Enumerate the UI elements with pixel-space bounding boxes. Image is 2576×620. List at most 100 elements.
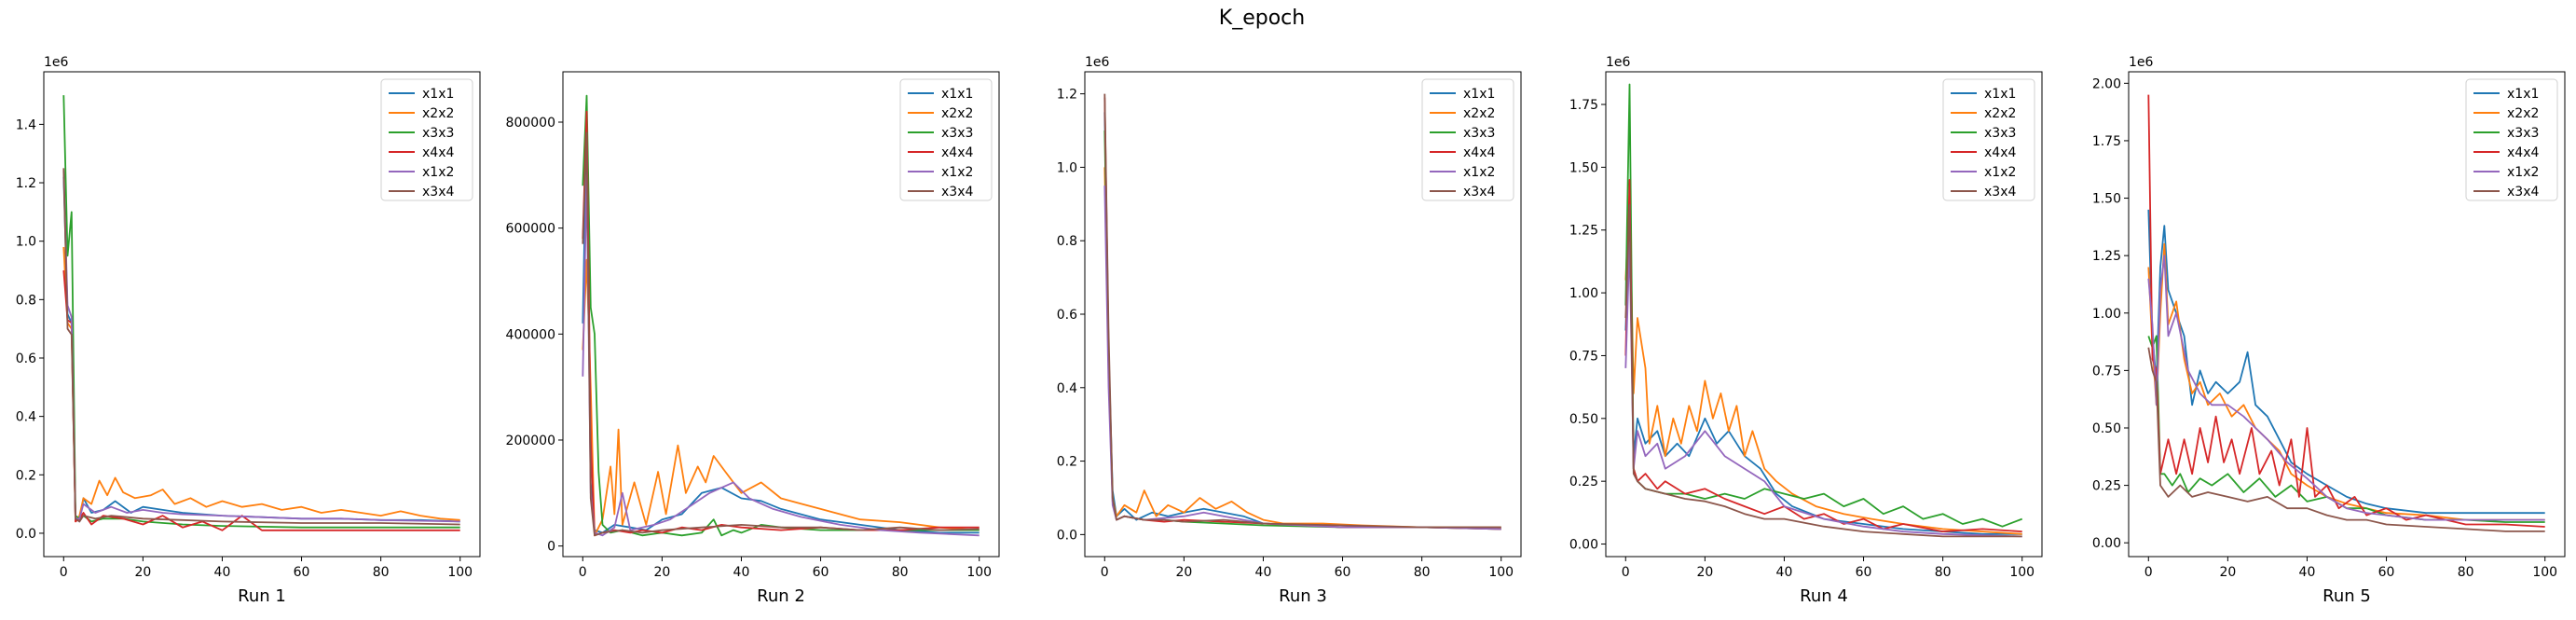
- x-tick-label: 100: [2532, 565, 2557, 580]
- y-tick-label: 0.25: [2092, 479, 2121, 494]
- series-line-x1x1: [2147, 209, 2545, 515]
- axes-frame: [43, 71, 481, 558]
- y-tick-label: 0.0: [16, 527, 36, 542]
- y-tick-label: 0.25: [1569, 475, 1598, 489]
- legend-label-x3x3: x3x3: [2507, 126, 2539, 141]
- y-tick-label: 0: [547, 540, 555, 555]
- subplot-panels: 0 20 40 60 80 100 0.0 0.2 0.4 0.6 0.8 1.0 1.2 1.4 1e6 R…: [16, 55, 2566, 606]
- series-line-x4x4: [1624, 179, 2022, 532]
- x-tick-label: 60: [2378, 565, 2395, 580]
- x-axis-label: Run 4: [1800, 586, 1848, 606]
- legend-box: [899, 78, 993, 201]
- x-tick-label: 60: [1335, 565, 1351, 580]
- legend-label-x1x2: x1x2: [1463, 165, 1495, 180]
- x-tick-label: 100: [447, 565, 473, 580]
- y-tick-label: 0.6: [16, 351, 36, 366]
- axes-frame: [562, 71, 1000, 558]
- y-tick-label: 1.0: [16, 235, 36, 250]
- y-tick-label: 0.2: [1057, 455, 1077, 470]
- y-tick-label: 400000: [506, 327, 555, 342]
- legend-label-x4x4: x4x4: [1984, 145, 2016, 160]
- series-line-x1x1: [1624, 216, 2022, 535]
- x-axis-label: Run 2: [757, 586, 805, 606]
- x-tick-label: 40: [2299, 565, 2316, 580]
- y-tick-label: 0.75: [1569, 349, 1598, 364]
- y-tick-label: 1.50: [2092, 192, 2121, 207]
- y-tick-label: 2.00: [2092, 76, 2121, 91]
- legend-label-x3x3: x3x3: [422, 126, 454, 141]
- y-tick-label: 0.50: [2092, 421, 2121, 436]
- y-offset-multiplier: 1e6: [1606, 55, 1631, 70]
- legend-label-x1x2: x1x2: [422, 165, 454, 180]
- legend-label-x3x4: x3x4: [422, 185, 454, 200]
- y-tick-label: 1.00: [1569, 286, 1598, 301]
- legend: x1x1 x2x2 x3x3 x4x4 x1x2 x3x4: [1421, 78, 1514, 201]
- y-tick-label: 1.00: [2092, 307, 2121, 322]
- series-line-x1x1: [582, 121, 980, 534]
- series-line-x3x4: [2147, 347, 2545, 532]
- y-tick-label: 800000: [506, 116, 555, 131]
- subplot-1: 0 20 40 60 80 100 0.0 0.2 0.4 0.6 0.8 1.0 1.2 1.4 1e6 R…: [16, 55, 481, 606]
- y-tick-label: 200000: [506, 434, 555, 448]
- figure-suptitle: K_epoch: [1219, 7, 1305, 30]
- x-axis-label: Run 1: [238, 586, 286, 606]
- series-group: [62, 95, 460, 531]
- legend-box: [1421, 78, 1514, 201]
- legend-box: [2465, 78, 2558, 201]
- y-tick-label: 1.50: [1569, 160, 1598, 175]
- legend-label-x2x2: x2x2: [422, 106, 454, 121]
- series-group: [1103, 93, 1501, 530]
- x-tick-label: 0: [1622, 565, 1630, 580]
- legend-label-x1x1: x1x1: [2507, 87, 2539, 102]
- legend: x1x1 x2x2 x3x3 x4x4 x1x2 x3x4: [2465, 78, 2558, 201]
- y-tick-label: 0.00: [2092, 536, 2121, 551]
- series-line-x2x2: [2147, 242, 2545, 521]
- series-line-x1x2: [582, 173, 980, 537]
- series-line-x4x4: [2147, 94, 2545, 528]
- legend-label-x4x4: x4x4: [422, 145, 454, 160]
- y-tick-label: 1.75: [1569, 98, 1598, 113]
- x-tick-label: 20: [1696, 565, 1713, 580]
- x-tick-label: 80: [1935, 565, 1952, 580]
- legend-label-x2x2: x2x2: [1984, 106, 2016, 121]
- y-tick-label: 0.75: [2092, 364, 2121, 379]
- y-tick-label: 0.8: [16, 293, 36, 308]
- legend-label-x1x2: x1x2: [941, 165, 973, 180]
- series-line-x1x1: [62, 176, 460, 523]
- legend-label-x2x2: x2x2: [941, 106, 973, 121]
- y-tick-label: 1.4: [16, 117, 36, 132]
- x-tick-label: 80: [1414, 565, 1431, 580]
- legend-label-x4x4: x4x4: [941, 145, 973, 160]
- y-tick-label: 1.75: [2092, 134, 2121, 149]
- legend-label-x1x2: x1x2: [1984, 165, 2016, 180]
- x-axis-label: Run 5: [2323, 586, 2371, 606]
- y-offset-multiplier: 1e6: [2129, 55, 2154, 70]
- series-group: [2147, 94, 2545, 532]
- x-tick-label: 20: [1175, 565, 1192, 580]
- y-tick-label: 0.6: [1057, 308, 1077, 323]
- legend-label-x3x3: x3x3: [1463, 126, 1495, 141]
- y-offset-multiplier: 1e6: [44, 55, 69, 70]
- legend-label-x1x2: x1x2: [2507, 165, 2539, 180]
- y-tick-label: 1.2: [16, 176, 36, 191]
- series-line-x1x2: [1103, 186, 1501, 530]
- x-tick-label: 60: [1856, 565, 1872, 580]
- subplot-3: 0 20 40 60 80 100 0.0 0.2 0.4 0.6 0.8 1.0 1.2 1e6 Run …: [1057, 55, 1522, 606]
- series-line-x3x3: [2147, 335, 2545, 523]
- y-tick-label: 0.4: [16, 410, 36, 425]
- x-tick-label: 80: [2458, 565, 2474, 580]
- series-line-x1x2: [62, 171, 460, 523]
- series-line-x3x4: [62, 168, 460, 526]
- series-line-x3x4: [1103, 93, 1501, 529]
- x-tick-label: 100: [966, 565, 992, 580]
- legend-label-x1x1: x1x1: [422, 87, 454, 102]
- legend-label-x3x4: x3x4: [2507, 185, 2539, 200]
- x-tick-label: 0: [2144, 565, 2153, 580]
- y-tick-label: 600000: [506, 222, 555, 237]
- legend-label-x4x4: x4x4: [2507, 145, 2539, 160]
- y-tick-label: 0.50: [1569, 412, 1598, 427]
- legend-label-x3x4: x3x4: [941, 185, 973, 200]
- x-tick-label: 20: [653, 565, 670, 580]
- axes-frame: [1605, 71, 2043, 558]
